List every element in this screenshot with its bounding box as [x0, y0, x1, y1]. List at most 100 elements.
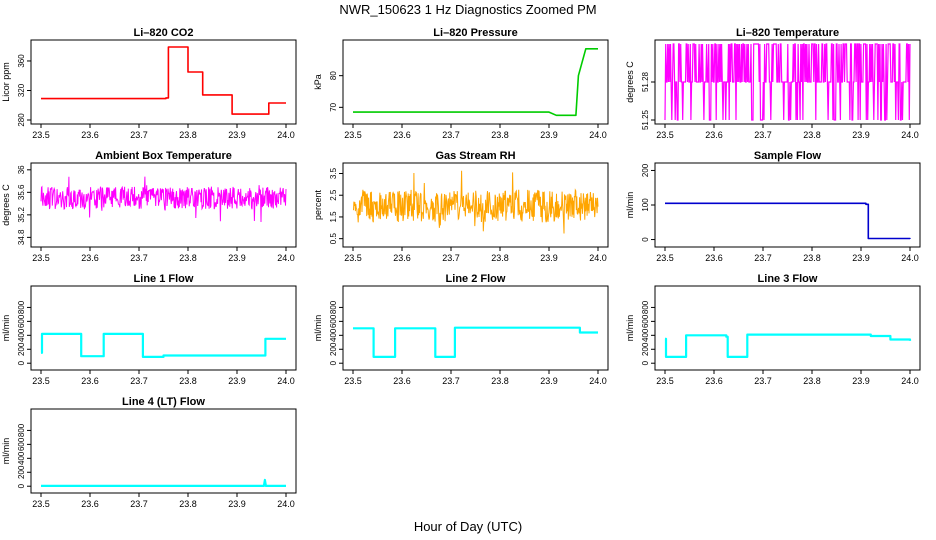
- x-tick-label: 24.0: [901, 130, 919, 140]
- y-tick-label: 0: [641, 360, 650, 365]
- chart-panel-2: Li–820 Pressure kPa 23.5 23.6 23.7 23.8 23.9 24…: [313, 27, 609, 140]
- x-tick-label: 23.8: [491, 376, 509, 386]
- y-tick-label: 200: [329, 342, 338, 356]
- panel-title: Line 2 Flow: [446, 273, 506, 285]
- x-tick-label: 23.8: [803, 253, 821, 263]
- x-tick-label: 23.7: [130, 130, 148, 140]
- x-tick-label: 23.9: [852, 376, 870, 386]
- y-tick-label: 51.28: [641, 71, 650, 92]
- x-tick-label: 23.5: [32, 499, 50, 509]
- y-tick-label: 3.5: [329, 167, 338, 179]
- x-tick-label: 23.7: [130, 499, 148, 509]
- x-tick-label: 24.0: [589, 376, 607, 386]
- y-tick-label: 36: [17, 165, 26, 174]
- x-tick-label: 23.8: [179, 253, 197, 263]
- x-tick-label: 23.6: [81, 130, 99, 140]
- x-tick-label: 23.5: [344, 376, 362, 386]
- panel-title: Sample Flow: [754, 150, 822, 162]
- panel-title: Li–820 Temperature: [736, 27, 839, 39]
- chart-panel-9: Line 3 Flow ml/min 23.5 23.6 23.7 23.8 23.9 24.…: [625, 273, 921, 386]
- series-line: [665, 202, 911, 240]
- series-line: [664, 333, 912, 358]
- x-tick-label: 23.9: [852, 253, 870, 263]
- plot-frame: [30, 408, 297, 494]
- y-tick-label: 200: [17, 465, 26, 479]
- plot-frame: [342, 39, 609, 125]
- x-tick-label: 23.8: [179, 130, 197, 140]
- y-tick-label: 600: [17, 437, 26, 451]
- y-tick-label: 400: [329, 328, 338, 342]
- series-line: [352, 170, 599, 234]
- y-tick-label: 0.5: [329, 233, 338, 245]
- chart-panel-4: Ambient Box Temperature degrees C 23.5 23.6…: [1, 150, 297, 263]
- y-axis-label: degrees C: [1, 184, 11, 226]
- panel-title: Li–820 CO2: [134, 27, 194, 39]
- x-tick-label: 23.7: [130, 253, 148, 263]
- y-axis-label: Licor ppm: [1, 62, 11, 102]
- y-tick-label: 1.5: [329, 211, 338, 223]
- figure-xlabel: Hour of Day (UTC): [414, 519, 522, 534]
- x-tick-label: 23.7: [442, 130, 460, 140]
- y-axis-label: ml/min: [1, 438, 11, 465]
- y-tick-label: 80: [329, 71, 338, 80]
- x-tick-label: 23.8: [803, 130, 821, 140]
- x-tick-label: 23.6: [705, 130, 723, 140]
- chart-panel-7: Line 1 Flow ml/min 23.5 23.6 23.7 23.8 23.9 24.…: [1, 273, 297, 386]
- x-tick-label: 23.7: [442, 253, 460, 263]
- chart-panel-8: Line 2 Flow ml/min 23.5 23.6 23.7 23.8 23.9 24.…: [313, 273, 609, 386]
- x-tick-label: 23.5: [32, 253, 50, 263]
- y-tick-label: 200: [641, 342, 650, 356]
- chart-panel-5: Gas Stream RH percent 23.5 23.6 23.7 23.8 23.9…: [313, 150, 609, 263]
- x-tick-label: 23.8: [179, 376, 197, 386]
- y-axis-label: ml/min: [1, 315, 11, 342]
- chart-panel-3: Li–820 Temperature degrees C 23.5 23.6 23.7 2…: [625, 27, 921, 140]
- series-line: [40, 332, 286, 358]
- panel-title: Li–820 Pressure: [433, 27, 517, 39]
- x-tick-label: 23.8: [491, 253, 509, 263]
- y-tick-label: 35.2: [17, 207, 26, 223]
- x-tick-label: 23.9: [228, 253, 246, 263]
- x-tick-label: 23.9: [228, 130, 246, 140]
- y-tick-label: 200: [641, 163, 650, 177]
- y-tick-label: 2.5: [329, 189, 338, 201]
- plot-frame: [30, 285, 297, 371]
- panel-title: Line 4 (LT) Flow: [122, 396, 205, 408]
- x-tick-label: 23.9: [540, 253, 558, 263]
- series-line: [353, 48, 598, 117]
- series-line: [41, 478, 286, 487]
- y-tick-label: 800: [641, 300, 650, 314]
- x-tick-label: 23.9: [228, 376, 246, 386]
- x-tick-label: 23.9: [852, 130, 870, 140]
- series-line: [41, 46, 286, 115]
- plot-frame: [654, 285, 921, 371]
- panel-title: Ambient Box Temperature: [95, 150, 232, 162]
- y-tick-label: 400: [17, 451, 26, 465]
- y-tick-label: 800: [17, 300, 26, 314]
- x-tick-label: 23.5: [32, 376, 50, 386]
- x-tick-label: 23.9: [228, 499, 246, 509]
- x-tick-label: 23.8: [179, 499, 197, 509]
- x-tick-label: 23.7: [754, 376, 772, 386]
- y-tick-label: 100: [641, 198, 650, 212]
- x-tick-label: 24.0: [589, 130, 607, 140]
- chart-panel-1: Li–820 CO2 Licor ppm 23.5 23.6 23.7 23.8 23.9 2…: [1, 27, 297, 140]
- series-line: [40, 176, 287, 223]
- y-axis-label: ml/min: [625, 192, 635, 219]
- x-tick-label: 24.0: [901, 253, 919, 263]
- y-tick-label: 0: [17, 360, 26, 365]
- chart-panel-6: Sample Flow ml/min 23.5 23.6 23.7 23.8 23.9 24.…: [625, 150, 921, 263]
- x-tick-label: 23.6: [81, 253, 99, 263]
- x-tick-label: 23.5: [344, 253, 362, 263]
- y-tick-label: 280: [17, 113, 26, 127]
- y-tick-label: 0: [17, 483, 26, 488]
- x-tick-label: 23.5: [32, 130, 50, 140]
- panel-title: Line 3 Flow: [758, 273, 818, 285]
- x-tick-label: 24.0: [277, 376, 295, 386]
- x-tick-label: 24.0: [901, 376, 919, 386]
- x-tick-label: 23.6: [705, 376, 723, 386]
- y-tick-label: 0: [641, 237, 650, 242]
- x-tick-label: 23.6: [705, 253, 723, 263]
- y-axis-label: degrees C: [625, 61, 635, 103]
